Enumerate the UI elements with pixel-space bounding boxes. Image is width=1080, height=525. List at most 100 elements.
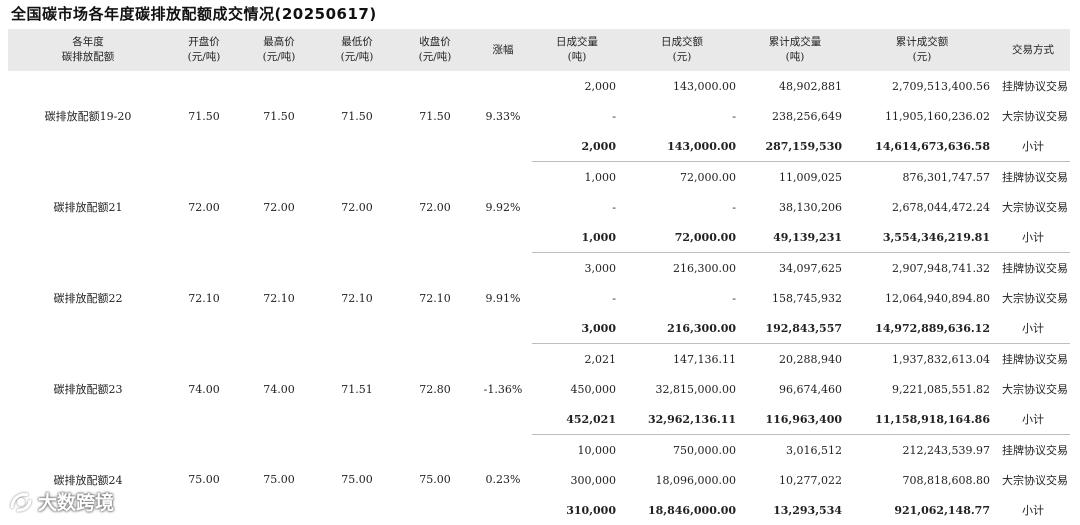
cell-open: 72.00 — [168, 162, 240, 253]
cell-day-volume: - — [532, 101, 622, 131]
cell-day-amount: - — [622, 192, 742, 222]
cell-cum-amount: 9,221,085,551.82 — [848, 374, 996, 404]
cell-change: 9.33% — [474, 71, 532, 162]
cell-method: 大宗协议交易 — [996, 465, 1070, 495]
header-cum-amount: 累计成交额(元) — [848, 29, 996, 71]
cell-day-amount: - — [622, 283, 742, 313]
cell-cum-amount: 2,678,044,472.24 — [848, 192, 996, 222]
cell-cum-amount: 2,907,948,741.32 — [848, 253, 996, 284]
cell-cum-amount: 876,301,747.57 — [848, 162, 996, 193]
cell-day-volume: 2,000 — [532, 131, 622, 162]
cell-day-amount: 32,962,136.11 — [622, 404, 742, 435]
cell-day-volume: 450,000 — [532, 374, 622, 404]
cell-low: 71.50 — [318, 71, 396, 162]
cell-low: 72.00 — [318, 162, 396, 253]
cell-cum-volume: 158,745,932 — [742, 283, 848, 313]
cell-high: 72.00 — [240, 162, 318, 253]
header-name: 各年度碳排放配额 — [8, 29, 168, 71]
cell-cum-volume: 49,139,231 — [742, 222, 848, 253]
cell-cum-volume: 96,674,460 — [742, 374, 848, 404]
header-cum-volume: 累计成交量(吨) — [742, 29, 848, 71]
cell-cum-volume: 10,277,022 — [742, 465, 848, 495]
cell-day-amount: 143,000.00 — [622, 131, 742, 162]
carbon-quota-table: 各年度碳排放配额 开盘价(元/吨) 最高价(元/吨) 最低价(元/吨) 收盘价(… — [8, 29, 1070, 525]
cell-day-volume: - — [532, 192, 622, 222]
cell-name: 碳排放配额22 — [8, 253, 168, 344]
cell-name: 碳排放配额21 — [8, 162, 168, 253]
cell-cum-volume: 287,159,530 — [742, 131, 848, 162]
cell-day-amount: - — [622, 101, 742, 131]
cell-name: 碳排放配额19-20 — [8, 71, 168, 162]
cell-cum-volume: 238,256,649 — [742, 101, 848, 131]
cell-low: 71.51 — [318, 344, 396, 435]
cell-cum-volume: 192,843,557 — [742, 313, 848, 344]
header-high: 最高价(元/吨) — [240, 29, 318, 71]
cell-open: 75.00 — [168, 435, 240, 525]
cell-method: 大宗协议交易 — [996, 101, 1070, 131]
cell-high: 75.00 — [240, 435, 318, 525]
header-day-amount: 日成交额(元) — [622, 29, 742, 71]
cell-close: 75.00 — [396, 435, 474, 525]
cell-cum-amount: 14,972,889,636.12 — [848, 313, 996, 344]
watermark-text: 大数跨境 — [38, 488, 114, 515]
cell-open: 71.50 — [168, 71, 240, 162]
cell-close: 72.80 — [396, 344, 474, 435]
cell-cum-volume: 116,963,400 — [742, 404, 848, 435]
cell-open: 72.10 — [168, 253, 240, 344]
header-low: 最低价(元/吨) — [318, 29, 396, 71]
cell-day-volume: 1,000 — [532, 162, 622, 193]
cell-method: 大宗协议交易 — [996, 374, 1070, 404]
header-day-volume: 日成交量(吨) — [532, 29, 622, 71]
cell-day-amount: 18,096,000.00 — [622, 465, 742, 495]
cell-day-amount: 143,000.00 — [622, 71, 742, 101]
cell-cum-volume: 34,097,625 — [742, 253, 848, 284]
cell-cum-volume: 48,902,881 — [742, 71, 848, 101]
cell-method: 挂牌协议交易 — [996, 344, 1070, 375]
cell-method: 挂牌协议交易 — [996, 71, 1070, 101]
cell-day-volume: 2,021 — [532, 344, 622, 375]
cell-day-amount: 750,000.00 — [622, 435, 742, 466]
cell-day-volume: 2,000 — [532, 71, 622, 101]
header-change: 涨幅 — [474, 29, 532, 71]
cell-close: 71.50 — [396, 71, 474, 162]
table-header: 各年度碳排放配额 开盘价(元/吨) 最高价(元/吨) 最低价(元/吨) 收盘价(… — [8, 29, 1070, 71]
cell-method: 大宗协议交易 — [996, 192, 1070, 222]
cell-cum-volume: 11,009,025 — [742, 162, 848, 193]
cell-day-volume: 300,000 — [532, 465, 622, 495]
cell-change: 9.91% — [474, 253, 532, 344]
cell-cum-amount: 12,064,940,894.80 — [848, 283, 996, 313]
cell-day-amount: 32,815,000.00 — [622, 374, 742, 404]
cell-day-volume: 3,000 — [532, 253, 622, 284]
cell-name: 碳排放配额23 — [8, 344, 168, 435]
cell-high: 71.50 — [240, 71, 318, 162]
header-close: 收盘价(元/吨) — [396, 29, 474, 71]
cell-high: 74.00 — [240, 344, 318, 435]
cell-cum-amount: 1,937,832,613.04 — [848, 344, 996, 375]
cell-change: 9.92% — [474, 162, 532, 253]
cell-change: 0.23% — [474, 435, 532, 525]
header-method: 交易方式 — [996, 29, 1070, 71]
watermark: 大数跨境 — [8, 488, 114, 515]
cell-day-amount: 72,000.00 — [622, 222, 742, 253]
cell-open: 74.00 — [168, 344, 240, 435]
cell-method: 小计 — [996, 131, 1070, 162]
cell-method: 挂牌协议交易 — [996, 162, 1070, 193]
cell-method: 挂牌协议交易 — [996, 435, 1070, 466]
cell-day-amount: 147,136.11 — [622, 344, 742, 375]
cell-cum-amount: 212,243,539.97 — [848, 435, 996, 466]
cell-low: 75.00 — [318, 435, 396, 525]
cell-day-volume: - — [532, 283, 622, 313]
cell-cum-amount: 11,158,918,164.86 — [848, 404, 996, 435]
cell-cum-amount: 708,818,608.80 — [848, 465, 996, 495]
cell-change: -1.36% — [474, 344, 532, 435]
page-title: 全国碳市场各年度碳排放配额成交情况(20250617) — [11, 3, 377, 24]
brand-logo-icon — [8, 489, 34, 515]
header-open: 开盘价(元/吨) — [168, 29, 240, 71]
cell-cum-amount: 3,554,346,219.81 — [848, 222, 996, 253]
cell-day-amount: 72,000.00 — [622, 162, 742, 193]
cell-cum-amount: 2,709,513,400.56 — [848, 71, 996, 101]
